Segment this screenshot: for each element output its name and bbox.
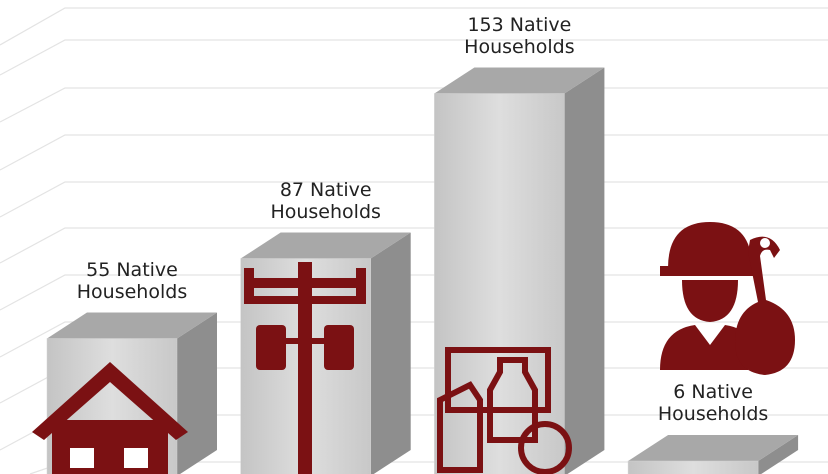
pole-icon — [244, 262, 366, 474]
bar-side — [370, 232, 411, 474]
bar-top — [434, 67, 605, 94]
value-label: 6 Native Households — [657, 381, 769, 425]
worker-icon — [660, 222, 795, 375]
bar-top — [628, 435, 799, 461]
house-icon — [32, 362, 188, 474]
bar-front — [434, 93, 565, 474]
grid-line — [0, 181, 828, 218]
value-label: 55 Native Households — [76, 258, 188, 303]
groceries-icon — [437, 347, 572, 474]
value-label: 87 Native Households — [270, 178, 381, 223]
bar — [434, 67, 605, 474]
bar-side — [758, 435, 799, 474]
bar-top — [47, 312, 217, 339]
grid-line — [0, 7, 828, 46]
bar-front — [627, 460, 759, 474]
bar-side — [177, 312, 217, 474]
grid-line — [0, 87, 828, 123]
grid-line — [0, 134, 828, 171]
bar-top — [240, 232, 411, 259]
bar — [627, 435, 799, 474]
value-label: 153 Native Households — [464, 13, 575, 58]
bar-side — [564, 67, 605, 474]
icons — [32, 222, 795, 474]
grid-line — [0, 39, 828, 76]
